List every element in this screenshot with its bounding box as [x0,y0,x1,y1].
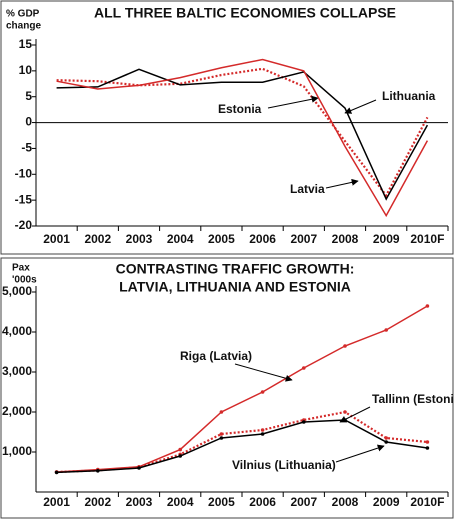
chart-title: CONTRASTING TRAFFIC GROWTH: [116,261,355,277]
x-tick-label: 2002 [84,232,111,246]
chart-title: LATVIA, LITHUANIA AND ESTONIA [119,279,351,295]
point [137,466,141,470]
x-tick-label: 2006 [249,232,276,246]
x-tick-label: 2004 [167,232,194,246]
point [343,410,347,414]
x-tick-label: 2007 [290,495,317,509]
x-tick-label: 2001 [43,495,70,509]
label-arrow [267,95,319,109]
point [54,470,59,475]
x-tick-label: 2008 [332,232,359,246]
series-label: Estonia [218,102,262,116]
y-tick-label: 2,000 [2,404,32,418]
series-line [56,68,429,201]
point [302,366,306,370]
point [260,390,265,394]
series-label: Latvia [290,182,325,196]
series-line [56,419,428,474]
series-line [56,305,428,473]
x-tick-label: 2003 [126,232,153,246]
series-label: Lithuania [382,89,436,103]
x-tick-label: 2007 [290,232,317,246]
series-label: Vilnius (Lithuania) [232,458,336,472]
panel-border [0,257,454,519]
series-label: Riga (Latvia) [180,349,252,363]
y-tick-label: -5 [21,141,32,155]
series-label: Tallinn (Estonia) [372,392,454,406]
point [260,432,265,436]
point [219,436,224,440]
x-tick-label: 2003 [126,495,153,509]
point [96,469,100,473]
label-arrow [325,178,359,189]
y-tick-label: 10 [19,63,33,77]
series-line [56,67,429,198]
x-tick-label: 2008 [332,495,359,509]
point [302,420,306,424]
y-tick-label: 4,000 [2,324,32,338]
x-tick-label: 2004 [167,495,194,509]
point [384,436,389,440]
x-tick-label: 2010F [410,495,444,509]
x-tick-label: 2005 [208,495,235,509]
y-tick-label: 5 [25,89,32,103]
y-tick-label: 0 [25,115,32,129]
x-tick-label: 2005 [208,232,235,246]
x-tick-label: 2010F [410,232,444,246]
y-tick-label: -15 [15,192,33,206]
point [343,418,347,422]
chart-title: ALL THREE BALTIC ECONOMIES COLLAPSE [94,5,396,21]
y-tick-label: 15 [19,37,33,51]
series-line [56,58,429,218]
y-axis-label: change [6,21,41,32]
x-tick-label: 2006 [249,495,276,509]
x-tick-label: 2001 [43,232,70,246]
label-arrow [234,363,293,382]
point [425,446,430,450]
point [219,410,224,414]
x-tick-label: 2002 [84,495,111,509]
point [219,432,224,436]
y-tick-label: 3,000 [2,364,32,378]
y-axis-label: '000s [12,275,37,286]
panel-border [0,0,454,255]
label-arrow [335,444,385,463]
point [178,454,182,458]
point [343,344,347,348]
point [384,440,389,444]
label-arrow [344,99,377,114]
point [425,304,430,308]
y-axis-label: Pax [12,263,30,274]
y-axis-label: % GDP [6,9,40,20]
point [178,447,182,452]
y-tick-label: 5,000 [2,284,32,298]
y-tick-label: -10 [15,166,33,180]
point [384,328,389,332]
y-tick-label: -20 [15,218,33,232]
y-tick-label: 1,000 [2,444,32,458]
point [425,440,430,444]
x-tick-label: 2009 [373,495,400,509]
x-tick-label: 2009 [373,232,400,246]
point [260,428,265,432]
